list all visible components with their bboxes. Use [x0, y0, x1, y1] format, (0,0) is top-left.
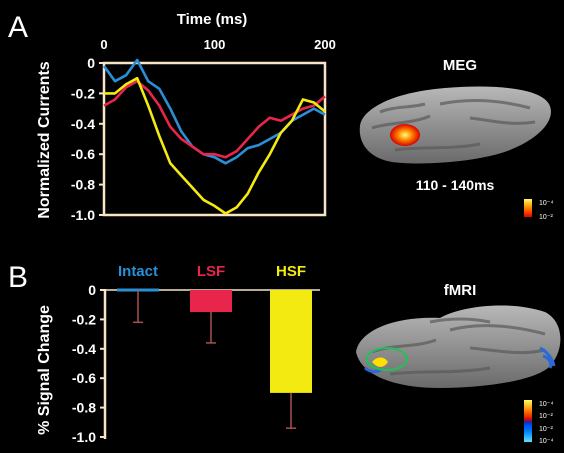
bar-y-tick-label: -0.8 — [72, 400, 96, 416]
fmri-colorbar-label-3: 10⁻² — [539, 426, 553, 433]
meg-title: MEG — [443, 57, 477, 74]
fmri-colorbar-label-2: 10⁻² — [539, 413, 553, 420]
panel-label-b: B — [8, 261, 28, 294]
plot-frame — [102, 61, 327, 217]
meg-colorbar-bottom: 10⁻² — [539, 214, 553, 221]
fmri-colorbar-label-1: 10⁻⁴ — [539, 401, 554, 408]
fmri-roi-circle — [366, 347, 408, 371]
fmri-brain-map: fMRI 10⁻⁴ 10⁻² 10⁻² 10⁻⁴ — [356, 282, 561, 445]
bar-y-axis-title: % Signal Change — [36, 305, 53, 435]
legend-lsf: LSF — [197, 263, 225, 280]
legend-intact: Intact — [118, 263, 158, 280]
meg-colorbar-top: 10⁻⁴ — [539, 200, 554, 207]
fmri-title: fMRI — [444, 282, 477, 299]
legend-hsf: HSF — [276, 263, 306, 280]
bar-y-tick-label: -1.0 — [72, 429, 96, 445]
bar-hsf — [270, 290, 312, 393]
series-line-intact — [102, 58, 326, 165]
panel-label-a: A — [8, 11, 28, 44]
fmri-colorbar-label-4: 10⁻⁴ — [539, 438, 554, 445]
y-tick-label: -0.6 — [71, 146, 95, 162]
x-tick-label: 0 — [100, 37, 107, 52]
meg-colorbar — [524, 199, 532, 217]
meg-brain-sulci — [371, 99, 536, 152]
x-tick-label: 100 — [204, 37, 226, 52]
bar-y-tick-label: -0.6 — [72, 370, 96, 386]
y-tick-label: -0.8 — [71, 177, 95, 193]
fmri-brain-sulci — [371, 317, 546, 376]
y-tick-label: -1.0 — [71, 207, 95, 223]
bar-y-tick-label: -0.4 — [72, 341, 96, 357]
meg-line-chart: Time (ms) Normalized Currents 0 100 200 0 -… — [36, 11, 336, 223]
fmri-activation-yellow — [372, 357, 388, 367]
y-axis-title: Normalized Currents — [36, 61, 53, 218]
fmri-bar-chart: % Signal Change 0 -0.2 -0.4 -0.6 -0.8 -1.0 In… — [36, 263, 320, 445]
bar-y-tick-label: 0 — [88, 282, 96, 298]
meg-activation-blob — [390, 124, 420, 146]
meg-brain-map: MEG 110 - 140ms 10⁻⁴ 10⁻² — [359, 57, 554, 221]
x-tick-label: 200 — [314, 37, 336, 52]
y-tick-label: -0.2 — [71, 85, 95, 101]
meg-time-window: 110 - 140ms — [416, 177, 495, 193]
series-line-hsf — [104, 76, 326, 215]
y-tick-label: 0 — [87, 55, 95, 71]
fmri-colorbar — [524, 400, 532, 442]
bar-lsf — [190, 290, 232, 313]
y-tick-label: -0.4 — [71, 116, 95, 132]
bar-y-tick-label: -0.2 — [72, 311, 96, 327]
x-axis-title: Time (ms) — [177, 11, 248, 28]
fmri-activation-blue — [364, 346, 556, 374]
